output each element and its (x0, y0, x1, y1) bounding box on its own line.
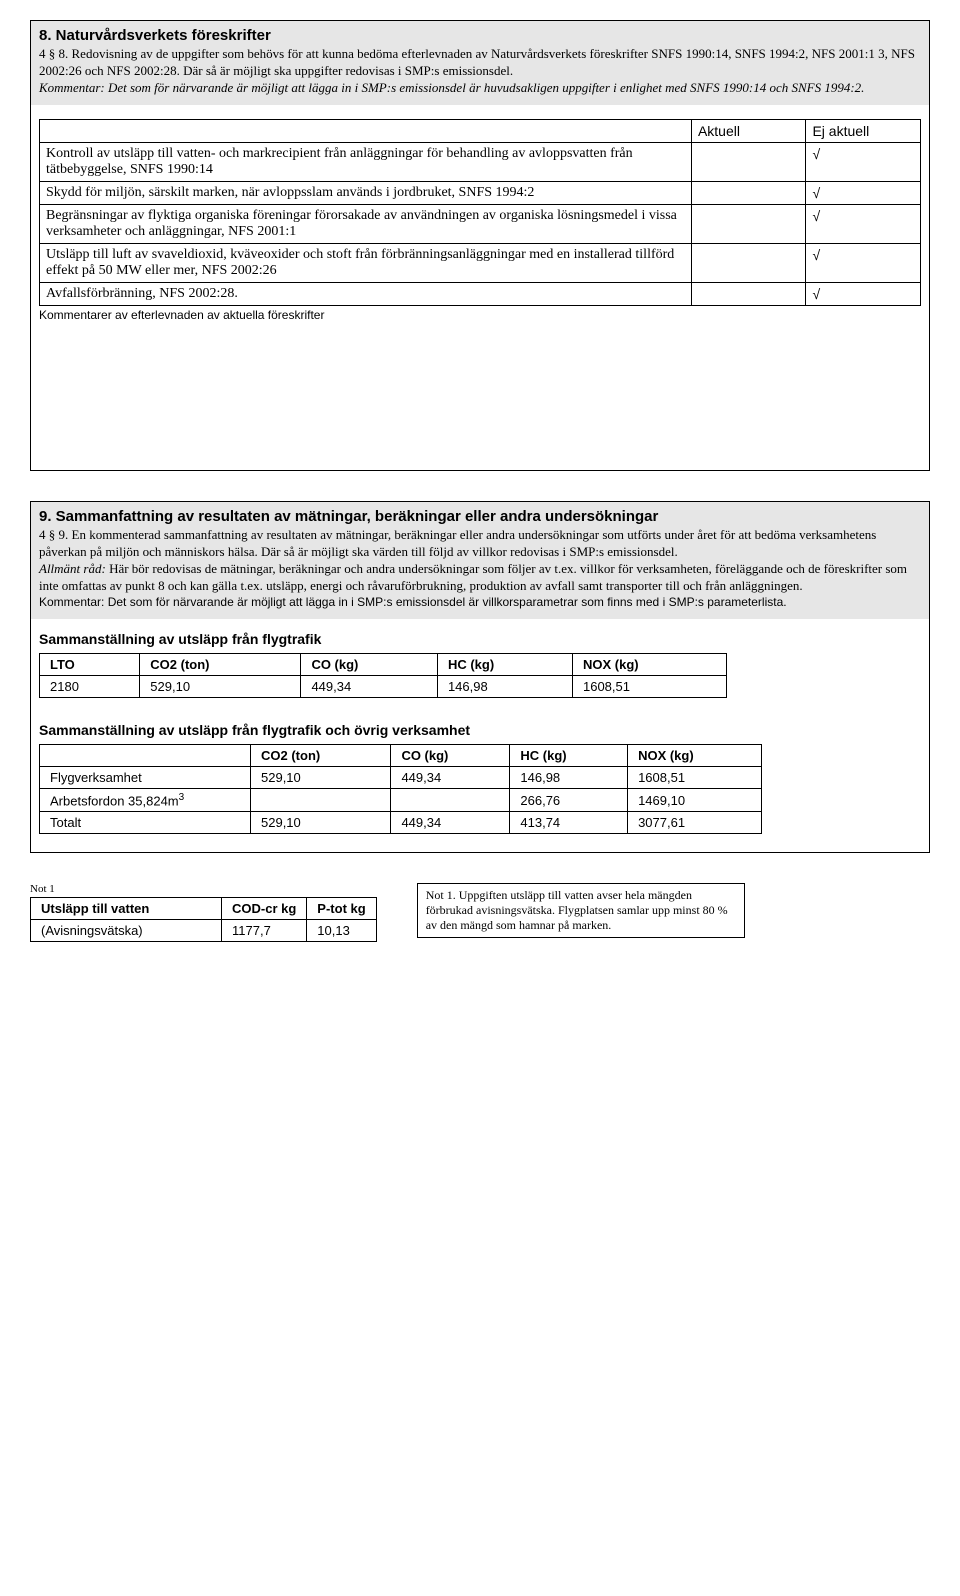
row-text: Begränsningar av flyktiga organiska före… (40, 205, 692, 244)
td (391, 789, 510, 812)
col-empty (40, 120, 692, 143)
row-text: Kontroll av utsläpp till vatten- och mar… (40, 143, 692, 182)
th: NOX (kg) (572, 654, 726, 676)
table-row: Totalt 529,10 449,34 413,74 3077,61 (40, 812, 762, 834)
td: 266,76 (510, 789, 628, 812)
table-row: (Avisningsvätska) 1177,7 10,13 (31, 920, 377, 942)
td: (Avisningsvätska) (31, 920, 222, 942)
td: 146,98 (437, 676, 572, 698)
td-text: Arbetsfordon 35,824m (50, 793, 179, 808)
td: 413,74 (510, 812, 628, 834)
row-aktuell (691, 244, 806, 283)
row-text: Skydd för miljön, särskilt marken, när a… (40, 182, 692, 205)
row-ej: √ (806, 244, 921, 283)
th: CO (kg) (391, 745, 510, 767)
td: Arbetsfordon 35,824m3 (40, 789, 251, 812)
table-row: LTO CO2 (ton) CO (kg) HC (kg) NOX (kg) (40, 654, 727, 676)
footnote-left: Not 1 Utsläpp till vatten COD-cr kg P-to… (30, 883, 377, 942)
th: HC (kg) (510, 745, 628, 767)
section-8-body: Aktuell Ej aktuell Kontroll av utsläpp t… (31, 105, 929, 470)
table-row: Begränsningar av flyktiga organiska före… (40, 205, 921, 244)
not1-label: Not 1 (30, 883, 377, 895)
th: COD-cr kg (222, 898, 307, 920)
section-9-kommentar: Kommentar: Det som för närvarande är möj… (39, 595, 787, 609)
td: 3077,61 (628, 812, 762, 834)
td: 529,10 (140, 676, 301, 698)
section-8: 8. Naturvårdsverkets föreskrifter 4 § 8.… (30, 20, 930, 471)
td: Flygverksamhet (40, 767, 251, 789)
th: LTO (40, 654, 140, 676)
section-8-footer: Kommentarer av efterlevnaden av aktuella… (39, 308, 921, 322)
sub2-title: Sammanställning av utsläpp från flygtraf… (39, 722, 921, 738)
table-row: CO2 (ton) CO (kg) HC (kg) NOX (kg) (40, 745, 762, 767)
row-text: Avfallsförbränning, NFS 2002:28. (40, 283, 692, 306)
td: 146,98 (510, 767, 628, 789)
section-9-ref: 4 § 9. En kommenterad sammanfattning av … (39, 527, 876, 559)
row-ej: √ (806, 283, 921, 306)
table-row: Kontroll av utsläpp till vatten- och mar… (40, 143, 921, 182)
td: 2180 (40, 676, 140, 698)
row-ej: √ (806, 205, 921, 244)
col-aktuell: Aktuell (691, 120, 806, 143)
td: 529,10 (251, 812, 391, 834)
th (40, 745, 251, 767)
th: NOX (kg) (628, 745, 762, 767)
row-text: Utsläpp till luft av svaveldioxid, kväve… (40, 244, 692, 283)
table-row: Aktuell Ej aktuell (40, 120, 921, 143)
compliance-table: Aktuell Ej aktuell Kontroll av utsläpp t… (39, 119, 921, 306)
sup: 3 (179, 792, 185, 803)
table-row: Flygverksamhet 529,10 449,34 146,98 1608… (40, 767, 762, 789)
section-8-ref: 4 § 8. Redovisning av de uppgifter som b… (39, 46, 915, 78)
td: 449,34 (391, 767, 510, 789)
section-9-body: Sammanställning av utsläpp från flygtraf… (31, 619, 929, 852)
td (251, 789, 391, 812)
water-table: Utsläpp till vatten COD-cr kg P-tot kg (… (30, 897, 377, 942)
row-aktuell (691, 205, 806, 244)
section-9-title: 9. Sammanfattning av resultaten av mätni… (39, 508, 921, 525)
table-row: Avfallsförbränning, NFS 2002:28. √ (40, 283, 921, 306)
th: CO (kg) (301, 654, 438, 676)
td: 1608,51 (628, 767, 762, 789)
th: CO2 (ton) (140, 654, 301, 676)
emissions-table-1: LTO CO2 (ton) CO (kg) HC (kg) NOX (kg) 2… (39, 653, 727, 698)
td: Totalt (40, 812, 251, 834)
col-ej: Ej aktuell (806, 120, 921, 143)
footnote-right: Not 1. Uppgiften utsläpp till vatten avs… (417, 883, 745, 938)
table-row: 2180 529,10 449,34 146,98 1608,51 (40, 676, 727, 698)
allmant-text: Här bör redovisas de mätningar, beräknin… (39, 561, 907, 593)
td: 1177,7 (222, 920, 307, 942)
td: 449,34 (301, 676, 438, 698)
spacer (39, 322, 921, 462)
sub1-title: Sammanställning av utsläpp från flygtraf… (39, 631, 921, 647)
section-9-header: 9. Sammanfattning av resultaten av mätni… (31, 502, 929, 619)
th: P-tot kg (307, 898, 376, 920)
row-ej: √ (806, 182, 921, 205)
th: CO2 (ton) (251, 745, 391, 767)
row-aktuell (691, 182, 806, 205)
section-8-title: 8. Naturvårdsverkets föreskrifter (39, 27, 921, 44)
section-9: 9. Sammanfattning av resultaten av mätni… (30, 501, 930, 853)
emissions-table-2: CO2 (ton) CO (kg) HC (kg) NOX (kg) Flygv… (39, 744, 762, 834)
td: 449,34 (391, 812, 510, 834)
table-row: Arbetsfordon 35,824m3 266,76 1469,10 (40, 789, 762, 812)
table-row: Utsläpp till luft av svaveldioxid, kväve… (40, 244, 921, 283)
row-ej: √ (806, 143, 921, 182)
table-row: Utsläpp till vatten COD-cr kg P-tot kg (31, 898, 377, 920)
section-8-header: 8. Naturvårdsverkets föreskrifter 4 § 8.… (31, 21, 929, 105)
section-8-kommentar: Kommentar: Det som för närvarande är möj… (39, 80, 864, 95)
th: HC (kg) (437, 654, 572, 676)
allmant-label: Allmänt råd: (39, 561, 106, 576)
td: 10,13 (307, 920, 376, 942)
row-aktuell (691, 143, 806, 182)
td: 1469,10 (628, 789, 762, 812)
table-row: Skydd för miljön, särskilt marken, när a… (40, 182, 921, 205)
footnotes: Not 1 Utsläpp till vatten COD-cr kg P-to… (30, 883, 930, 942)
td: 529,10 (251, 767, 391, 789)
row-aktuell (691, 283, 806, 306)
th: Utsläpp till vatten (31, 898, 222, 920)
td: 1608,51 (572, 676, 726, 698)
